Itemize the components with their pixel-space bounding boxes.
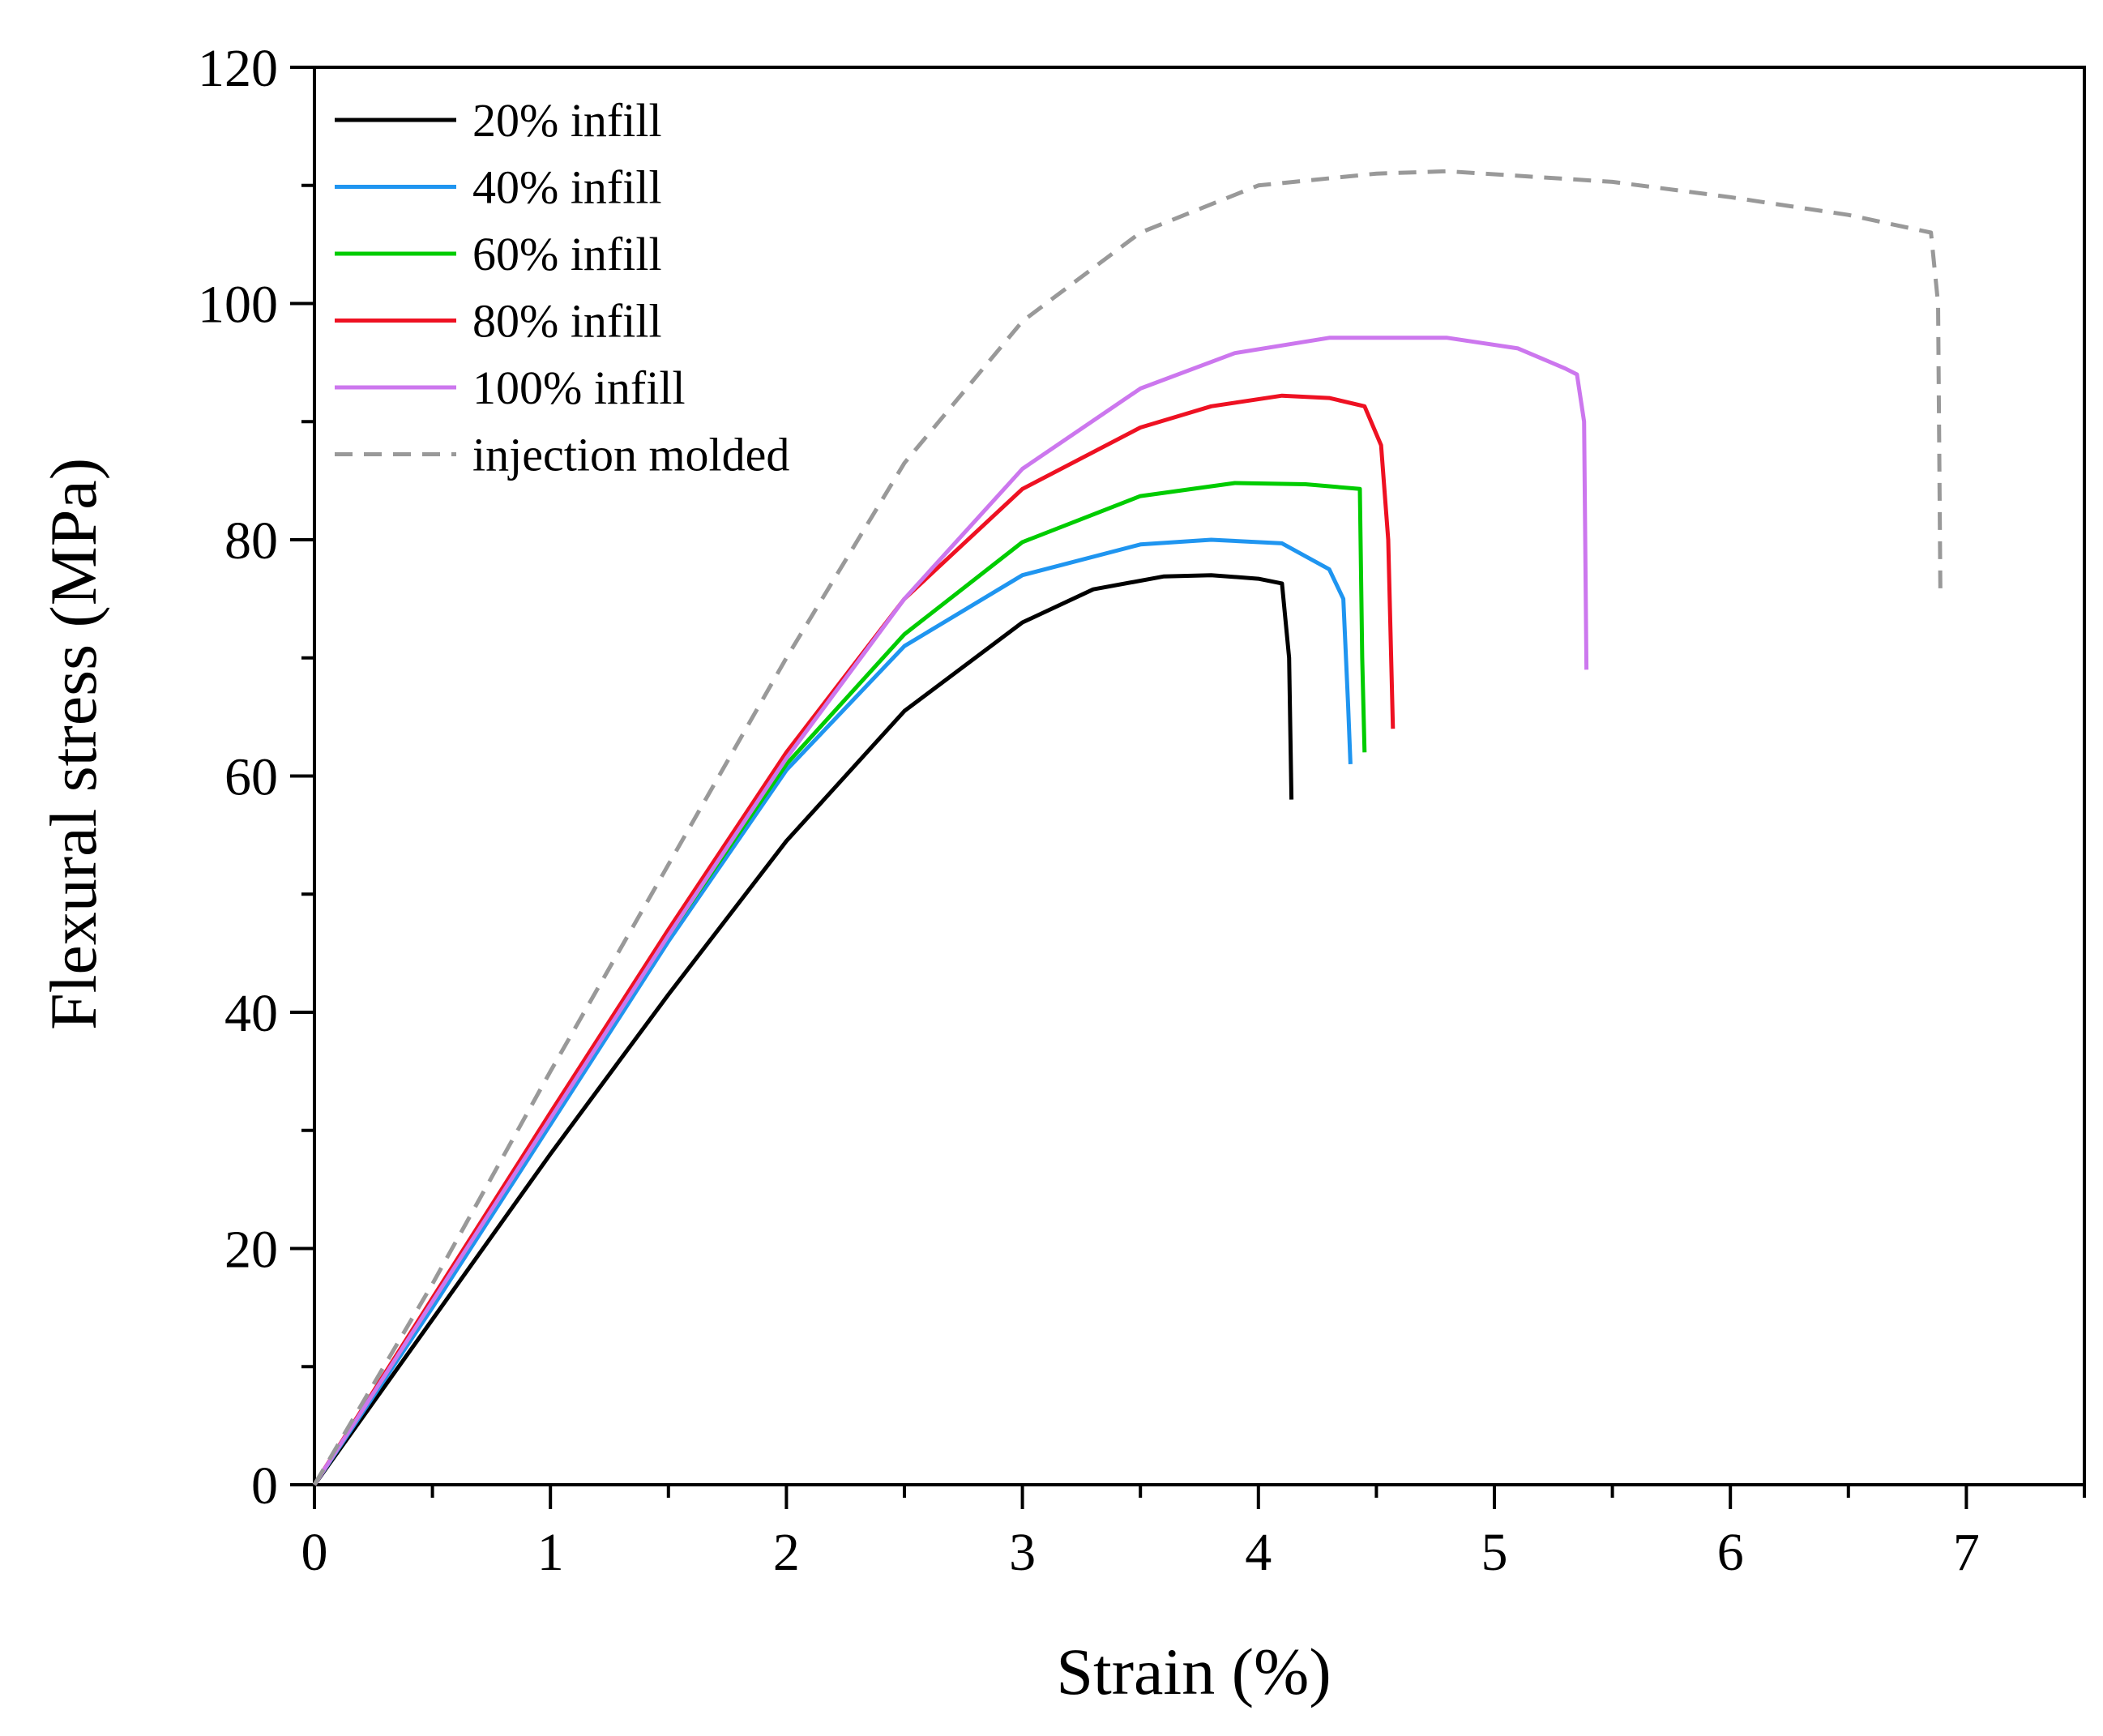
y-tick-label: 0 — [251, 1456, 278, 1516]
x-tick-label: 5 — [1481, 1523, 1508, 1582]
y-tick-label: 80 — [224, 511, 278, 571]
series-line-3 — [312, 393, 1396, 1486]
y-tick-label: 40 — [224, 984, 278, 1043]
series-line-2 — [312, 481, 1367, 1486]
axes: 0 1 2 3 4 5 6 7 0 20 40 60 80 100 120 — [198, 39, 2086, 1582]
x-tick-label: 2 — [773, 1523, 800, 1582]
y-tick-label: 120 — [198, 39, 278, 98]
legend-label-3: 80% infill — [472, 295, 662, 348]
series-line-4 — [312, 336, 1589, 1486]
y-tick-label: 20 — [224, 1221, 278, 1280]
x-tick-label: 0 — [301, 1523, 328, 1582]
y-axis-title: Flexural stress (MPa) — [36, 458, 110, 1030]
axis-titles: Strain (%) Flexural stress (MPa) — [36, 458, 1331, 1708]
series-line-0 — [312, 573, 1294, 1486]
legend: 20% infill 40% infill 60% infill 80% infill… — [335, 94, 789, 481]
y-tick-label: 60 — [224, 748, 278, 807]
y-tick-label: 100 — [198, 276, 278, 335]
x-tick-label: 4 — [1245, 1523, 1272, 1582]
legend-label-4: 100% infill — [472, 361, 686, 414]
x-tick-label: 1 — [537, 1523, 564, 1582]
x-tick-label: 6 — [1717, 1523, 1744, 1582]
legend-label-1: 40% infill — [472, 161, 662, 214]
series-line-1 — [312, 537, 1353, 1486]
x-axis-title: Strain (%) — [1056, 1635, 1331, 1708]
x-tick-label: 3 — [1009, 1523, 1036, 1582]
series-line-5 — [312, 169, 1943, 1486]
data-series — [312, 169, 1943, 1486]
legend-label-5: injection molded — [472, 429, 789, 481]
legend-label-0: 20% infill — [472, 94, 662, 147]
x-tick-label: 7 — [1953, 1523, 1980, 1582]
legend-label-2: 60% infill — [472, 228, 662, 280]
